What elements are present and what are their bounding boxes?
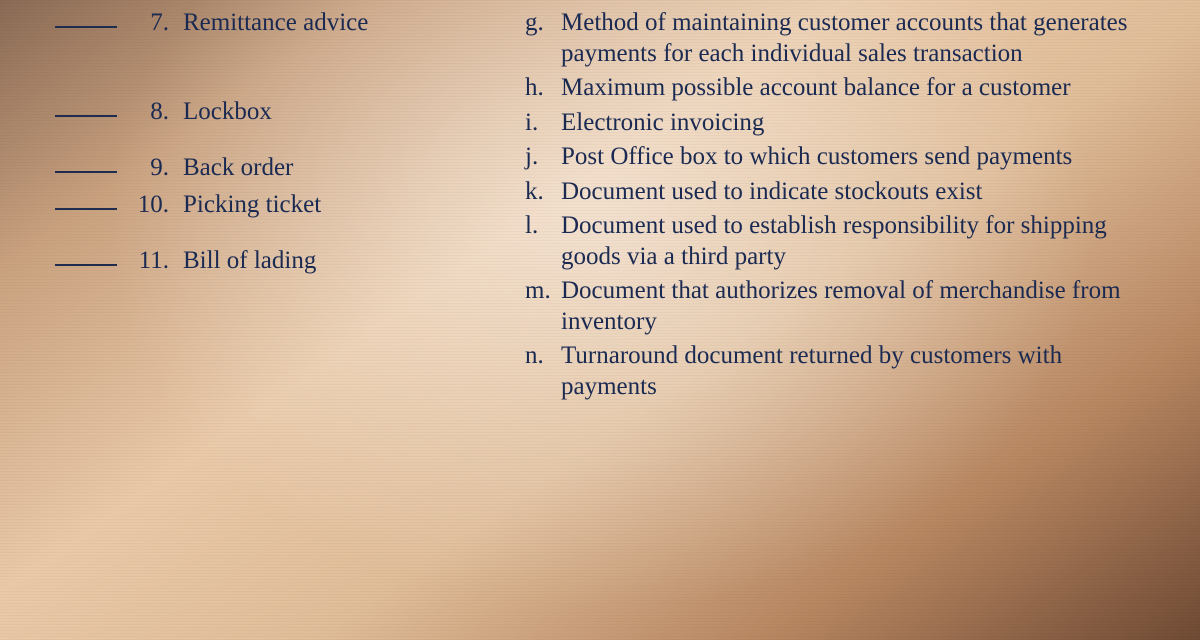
term-row: 9. Back order — [55, 153, 495, 184]
definition-row: n. Turnaround document returned by custo… — [525, 341, 1140, 402]
answer-blank[interactable] — [55, 26, 117, 28]
definition-letter: g. — [525, 8, 561, 39]
term-text: Lockbox — [183, 97, 495, 128]
term-text: Bill of lading — [183, 246, 495, 277]
term-row: 11. Bill of lading — [55, 246, 495, 277]
answer-blank[interactable] — [55, 264, 117, 266]
term-row: 10. Picking ticket — [55, 190, 495, 221]
definition-text: Electronic invoicing — [561, 108, 1140, 139]
definition-letter: m. — [525, 276, 561, 307]
term-text: Picking ticket — [183, 190, 495, 221]
matching-exercise: 7. Remittance advice 8. Lockbox 9. Back … — [0, 0, 1200, 640]
definition-text: Method of maintaining customer accounts … — [561, 8, 1140, 69]
definition-row: g. Method of maintaining customer accoun… — [525, 8, 1140, 69]
definition-row: h. Maximum possible account balance for … — [525, 73, 1140, 104]
definition-row: l. Document used to establish responsibi… — [525, 211, 1140, 272]
term-row: 8. Lockbox — [55, 97, 495, 128]
definition-text: Document that authorizes removal of merc… — [561, 276, 1140, 337]
definition-row: j. Post Office box to which customers se… — [525, 142, 1140, 173]
definition-text: Maximum possible account balance for a c… — [561, 73, 1140, 104]
definition-letter: k. — [525, 177, 561, 208]
term-number: 7. — [125, 8, 183, 39]
definition-row: k. Document used to indicate stockouts e… — [525, 177, 1140, 208]
definition-text: Document used to establish responsibilit… — [561, 211, 1140, 272]
definition-text: Document used to indicate stockouts exis… — [561, 177, 1140, 208]
terms-column: 7. Remittance advice 8. Lockbox 9. Back … — [55, 8, 495, 632]
definition-row: i. Electronic invoicing — [525, 108, 1140, 139]
definition-row: m. Document that authorizes removal of m… — [525, 276, 1140, 337]
definitions-column: g. Method of maintaining customer accoun… — [495, 8, 1140, 632]
definition-text: Post Office box to which customers send … — [561, 142, 1140, 173]
answer-blank[interactable] — [55, 115, 117, 117]
definition-letter: n. — [525, 341, 561, 372]
definition-letter: l. — [525, 211, 561, 242]
definition-text: Turnaround document returned by customer… — [561, 341, 1140, 402]
answer-blank[interactable] — [55, 208, 117, 210]
term-row: 7. Remittance advice — [55, 8, 495, 39]
definition-letter: i. — [525, 108, 561, 139]
answer-blank[interactable] — [55, 171, 117, 173]
term-number: 9. — [125, 153, 183, 184]
term-text: Remittance advice — [183, 8, 495, 39]
term-text: Back order — [183, 153, 495, 184]
term-number: 10. — [125, 190, 183, 221]
definition-letter: h. — [525, 73, 561, 104]
term-number: 11. — [125, 246, 183, 277]
definition-letter: j. — [525, 142, 561, 173]
term-number: 8. — [125, 97, 183, 128]
